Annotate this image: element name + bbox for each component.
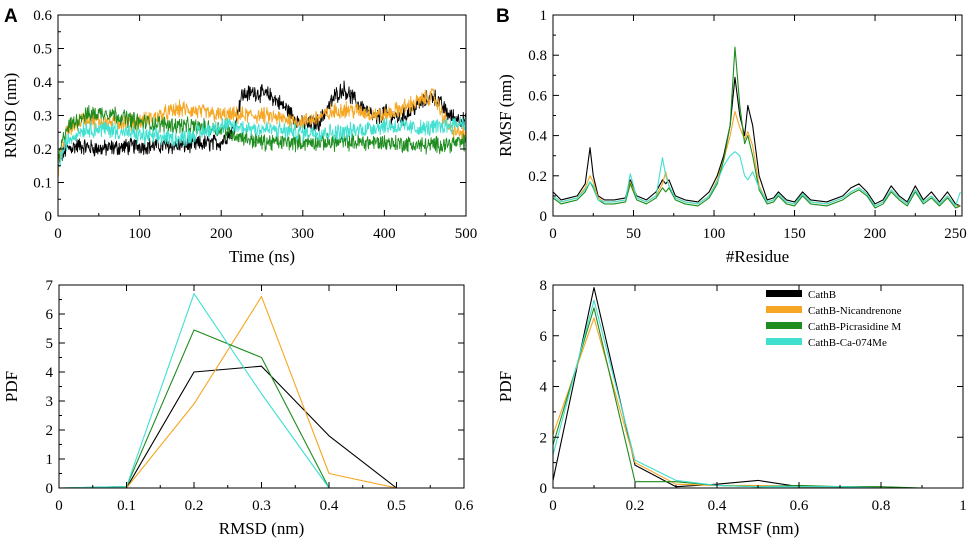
rmsd-pdf-ytick-label: 1 bbox=[46, 452, 54, 468]
rmsd-pdf-xtick-label: 0.6 bbox=[455, 498, 474, 514]
rmsd-time-series-cathb bbox=[57, 80, 467, 164]
panel-letter-b: B bbox=[496, 6, 510, 27]
rmsf-residue-ylabel: RMSF (nm) bbox=[496, 74, 515, 157]
panel-letter-a: A bbox=[4, 6, 18, 27]
rmsf-residue-ytick-label: 1 bbox=[540, 8, 548, 24]
legend-swatch-cathb bbox=[766, 290, 802, 297]
rmsf-pdf-ytick-label: 8 bbox=[540, 278, 548, 294]
legend-label-cathb: CathB bbox=[808, 289, 836, 301]
rmsf-pdf-ylabel: PDF bbox=[496, 371, 515, 402]
rmsf-residue-xtick-label: 100 bbox=[703, 226, 726, 242]
rmsd-pdf-xtick-label: 0.3 bbox=[252, 498, 271, 514]
rmsd-pdf-ytick-label: 7 bbox=[46, 278, 54, 294]
rmsf-residue-xlabel: #Residue bbox=[726, 247, 789, 266]
rmsf-pdf-ytick-label: 0 bbox=[540, 481, 548, 497]
rmsd-time-series-cathb-picrasidine-m bbox=[57, 105, 467, 161]
rmsf-residue-xtick-label: 200 bbox=[864, 226, 887, 242]
rmsd-time-xtick-label: 300 bbox=[292, 226, 315, 242]
legend: CathB CathB-Nicandrenone CathB-Picrasidi… bbox=[766, 289, 902, 349]
rmsf-pdf-xlabel: RMSF (nm) bbox=[717, 519, 800, 538]
rmsd-pdf-xtick-label: 0.5 bbox=[387, 498, 406, 514]
rmsd-pdf-ytick-label: 5 bbox=[46, 336, 54, 352]
rmsd-time-plot: 0 100 200 300 400 500 0 0.1 0.2 0.3 0.4 0.5 0.6 Time … bbox=[1, 8, 477, 266]
rmsd-pdf-ytick-label: 0 bbox=[46, 481, 54, 497]
rmsf-residue-xtick-label: 250 bbox=[944, 226, 967, 242]
rmsf-residue-series-cathb-ca-074me bbox=[552, 151, 961, 207]
rmsf-pdf-ytick-label: 4 bbox=[540, 380, 548, 396]
legend-swatch-nicandrenone bbox=[766, 306, 802, 313]
rmsd-time-xtick-label: 0 bbox=[54, 226, 62, 242]
rmsd-pdf-xlabel: RMSD (nm) bbox=[219, 519, 304, 538]
rmsd-pdf-ylabel: PDF bbox=[2, 371, 21, 402]
rmsd-pdf-ytick-label: 3 bbox=[46, 394, 54, 410]
rmsf-residue-ytick-label: 0 bbox=[540, 209, 548, 225]
rmsd-time-xtick-label: 200 bbox=[210, 226, 233, 242]
rmsd-time-ytick-label: 0.6 bbox=[33, 8, 52, 24]
rmsf-residue-plot: 0 50 100 150 200 250 0 0.2 0.4 0.6 0.8 1 #Residue RMS… bbox=[496, 8, 967, 266]
legend-swatch-picrasidine-m bbox=[766, 322, 802, 329]
rmsf-pdf-series-cathb-ca-074me bbox=[552, 299, 922, 489]
rmsd-time-ytick-label: 0.4 bbox=[33, 75, 52, 91]
rmsd-time-series-cathb-nicandrenone bbox=[57, 88, 467, 177]
rmsf-pdf-xtick-label: 1 bbox=[959, 498, 967, 514]
rmsf-pdf-ytick-label: 2 bbox=[540, 430, 548, 446]
legend-label-ca-074me: CathB-Ca-074Me bbox=[808, 337, 887, 349]
rmsd-time-xtick-label: 100 bbox=[128, 226, 151, 242]
legend-swatch-ca-074me bbox=[766, 338, 802, 345]
rmsd-time-xtick-label: 500 bbox=[455, 226, 478, 242]
rmsf-residue-ytick-label: 0.8 bbox=[528, 48, 547, 64]
rmsd-time-ytick-label: 0.1 bbox=[33, 176, 52, 192]
rmsf-pdf-xtick-label: 0.8 bbox=[872, 498, 891, 514]
rmsf-pdf-xtick-label: 0.6 bbox=[790, 498, 809, 514]
rmsd-time-series-cathb-ca-074me bbox=[57, 116, 467, 167]
rmsf-residue-series-cathb bbox=[552, 76, 961, 207]
rmsd-pdf-ytick-label: 4 bbox=[46, 365, 54, 381]
rmsf-residue-ytick-label: 0.4 bbox=[528, 129, 547, 145]
rmsf-pdf-xtick-label: 0.4 bbox=[708, 498, 727, 514]
rmsd-pdf-xtick-label: 0.1 bbox=[117, 498, 136, 514]
rmsf-pdf-plot: 0 0.2 0.4 0.6 0.8 1 0 2 4 6 8 RMSF (nm) PDF bbox=[496, 278, 967, 538]
legend-label-nicandrenone: CathB-Nicandrenone bbox=[808, 305, 902, 317]
rmsd-time-ytick-label: 0 bbox=[45, 209, 53, 225]
rmsd-pdf-xtick-label: 0.4 bbox=[320, 498, 339, 514]
rmsd-time-ytick-label: 0.2 bbox=[33, 142, 52, 158]
rmsf-residue-xtick-label: 0 bbox=[549, 226, 557, 242]
rmsf-residue-series-cathb-picrasidine-m bbox=[552, 46, 961, 209]
rmsd-pdf-ytick-label: 6 bbox=[46, 307, 54, 323]
rmsd-pdf-xtick-label: 0.2 bbox=[185, 498, 204, 514]
rmsd-pdf-ytick-label: 2 bbox=[46, 423, 54, 439]
rmsf-residue-ytick-label: 0.2 bbox=[528, 169, 547, 185]
rmsd-time-ytick-label: 0.3 bbox=[33, 109, 52, 125]
rmsf-pdf-xtick-label: 0.2 bbox=[626, 498, 645, 514]
rmsf-pdf-ytick-label: 6 bbox=[540, 329, 548, 345]
rmsd-pdf-xtick-label: 0 bbox=[55, 498, 63, 514]
legend-label-picrasidine-m: CathB-Picrasidine M bbox=[808, 321, 901, 333]
rmsd-time-ylabel: RMSD (nm) bbox=[1, 73, 20, 158]
rmsd-time-xlabel: Time (ns) bbox=[229, 247, 295, 266]
rmsf-residue-xtick-label: 150 bbox=[783, 226, 806, 242]
rmsd-pdf-plot: 0 0.1 0.2 0.3 0.4 0.5 0.6 0 1 2 3 4 5 6 7 RMSD (nm) PDF bbox=[2, 278, 474, 538]
rmsf-residue-ytick-label: 0.6 bbox=[528, 88, 547, 104]
rmsf-residue-xtick-label: 50 bbox=[626, 226, 641, 242]
rmsf-pdf-xtick-label: 0 bbox=[549, 498, 557, 514]
rmsd-time-xtick-label: 400 bbox=[373, 226, 396, 242]
rmsd-time-ytick-label: 0.5 bbox=[33, 42, 52, 58]
